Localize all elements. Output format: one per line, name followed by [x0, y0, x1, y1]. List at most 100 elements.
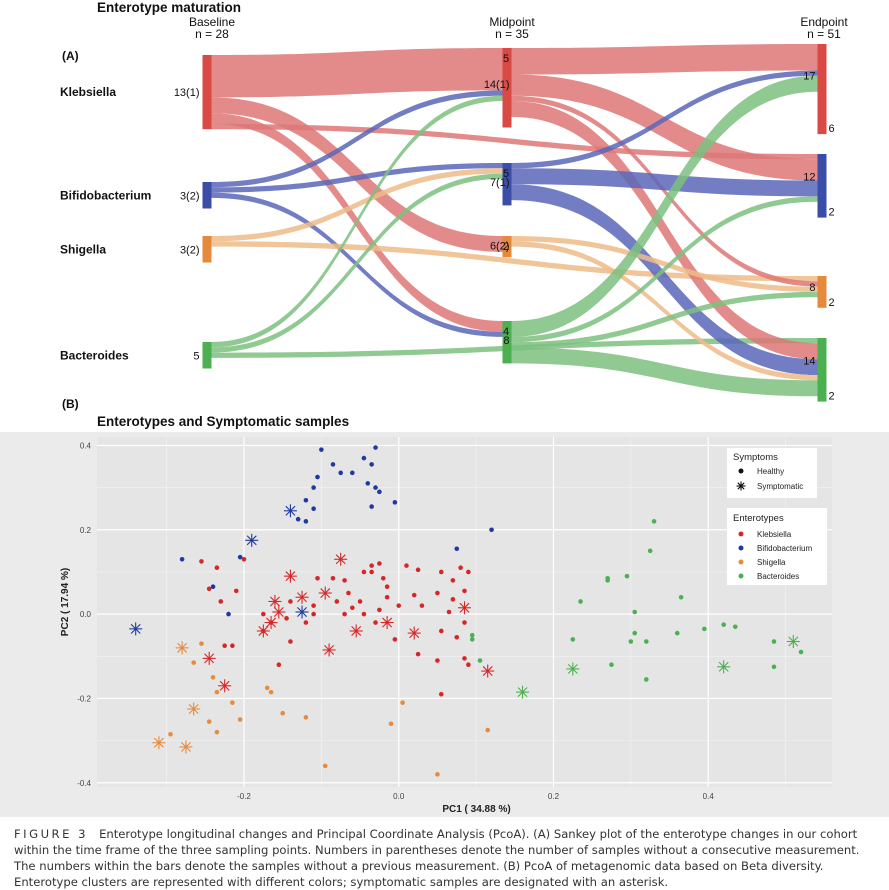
- y-axis-label: PC2 ( 17.94 %): [60, 568, 71, 636]
- point-healthy-bifidobacterium: [377, 489, 382, 495]
- point-healthy-bacteroides: [632, 630, 638, 636]
- node-bacteroides-col1: [502, 321, 512, 364]
- node-bifidobacterium-col1: [502, 163, 512, 206]
- point-healthy-bifidobacterium: [311, 506, 316, 511]
- point-healthy-klebsiella: [222, 643, 227, 649]
- flow-klebsiella-c1-to-bifidobacterium-c2: [511, 74, 818, 181]
- column-count-endpoint: n = 51: [807, 27, 841, 41]
- point-healthy-klebsiella: [361, 569, 367, 575]
- point-healthy-bacteroides: [674, 630, 680, 636]
- flow-bifidobacterium-c0-to-bifidobacterium-c1: [211, 163, 503, 193]
- sankey-title: Enterotype maturation: [97, 0, 241, 15]
- point-healthy-klebsiella: [450, 597, 456, 602]
- point-healthy-klebsiella: [357, 599, 363, 604]
- point-healthy-shigella: [168, 731, 173, 737]
- x-tick-label: 0.2: [548, 792, 560, 801]
- category-label-shigella: Shigella: [60, 242, 106, 256]
- point-symptomatic-klebsiella: [322, 643, 336, 657]
- point-symptomatic-bacteroides: [786, 635, 800, 649]
- legend-marker-bifidobacterium: [738, 545, 744, 551]
- point-healthy-shigella: [230, 700, 235, 705]
- point-healthy-klebsiella: [233, 588, 239, 594]
- point-healthy-klebsiella: [419, 603, 425, 608]
- point-healthy-shigella: [214, 689, 220, 695]
- point-healthy-klebsiella: [261, 611, 266, 617]
- flow-klebsiella-c1-to-bacteroides-c2: [511, 101, 818, 360]
- flow-klebsiella-c0-to-bifidobacterium-c2: [211, 123, 818, 160]
- node-label-klebsiella-col0: 13(1): [174, 87, 200, 99]
- flow-bifidobacterium-c1-to-bifidobacterium-c2: [511, 168, 818, 197]
- node-label-klebsiella-col2: 17: [803, 71, 815, 83]
- point-healthy-klebsiella: [458, 565, 463, 571]
- point-healthy-klebsiella: [288, 639, 293, 644]
- flow-shigella-c1-to-bacteroides-c2: [511, 241, 818, 381]
- point-healthy-bacteroides: [651, 519, 657, 524]
- point-healthy-klebsiella: [466, 662, 471, 668]
- point-healthy-bacteroides: [469, 637, 475, 642]
- point-healthy-bifidobacterium: [373, 445, 378, 450]
- point-healthy-bacteroides: [644, 677, 649, 682]
- point-healthy-bacteroides: [644, 639, 649, 644]
- point-healthy-bifidobacterium: [315, 474, 320, 480]
- point-healthy-klebsiella: [311, 603, 316, 608]
- point-healthy-bacteroides: [469, 632, 475, 638]
- scatter-chart: -0.2 0.0 0.2 0.4 -0.4 -0.2 0.0 0.2 0.4 PC1 ( 34.8…: [60, 437, 832, 815]
- point-healthy-klebsiella: [396, 603, 402, 608]
- flow-shigella-c0-to-shigella-c2: [211, 241, 818, 282]
- point-healthy-klebsiella: [450, 578, 456, 583]
- point-healthy-shigella: [322, 763, 328, 769]
- point-symptomatic-klebsiella: [272, 605, 286, 619]
- node-klebsiella-col0: [202, 55, 212, 130]
- point-healthy-klebsiella: [384, 584, 390, 589]
- point-healthy-bacteroides: [798, 649, 804, 655]
- flow-bacteroides-c0-to-bifidobacterium-c1: [211, 173, 503, 353]
- x-tick-label: 0.4: [703, 792, 715, 801]
- point-healthy-klebsiella: [218, 599, 224, 604]
- category-label-bifidobacterium: Bifidobacterium: [60, 188, 151, 202]
- node-label-bifidobacterium-col1: 7(1): [490, 177, 510, 189]
- legend-label-bacteroides: Bacteroides: [757, 572, 799, 581]
- point-healthy-bifidobacterium: [303, 519, 309, 524]
- flow-bifidobacterium-c1-to-klebsiella-c2: [511, 70, 818, 169]
- point-healthy-klebsiella: [303, 620, 309, 625]
- point-healthy-klebsiella: [369, 569, 374, 575]
- point-healthy-klebsiella: [415, 567, 421, 573]
- point-healthy-klebsiella: [415, 651, 421, 657]
- point-healthy-bifidobacterium: [369, 462, 374, 467]
- point-healthy-bacteroides: [609, 662, 614, 668]
- point-healthy-shigella: [206, 719, 212, 724]
- point-healthy-bifidobacterium: [392, 500, 398, 505]
- legend-label-klebsiella: Klebsiella: [757, 530, 792, 539]
- scatter-panel-label: (B): [62, 397, 79, 411]
- node-inner-label-bifidobacterium-col2: 2: [829, 207, 835, 219]
- point-healthy-bifidobacterium: [454, 546, 460, 552]
- point-healthy-bacteroides: [647, 548, 653, 554]
- legend-healthy-label: Healthy: [757, 467, 784, 476]
- legend-enterotypes-box: [727, 508, 827, 585]
- point-symptomatic-klebsiella: [295, 590, 309, 604]
- node-label-klebsiella-col1: 14(1): [484, 79, 510, 91]
- point-healthy-klebsiella: [276, 662, 282, 668]
- point-symptomatic-bacteroides: [717, 660, 731, 674]
- node-klebsiella-col1: [502, 48, 512, 128]
- point-healthy-klebsiella: [241, 556, 247, 562]
- legend-label-bifidobacterium: Bifidobacterium: [757, 544, 812, 553]
- point-healthy-klebsiella: [462, 588, 467, 594]
- point-healthy-klebsiella: [438, 628, 444, 634]
- legend-enterotypes-title: Enterotypes: [733, 513, 784, 524]
- point-healthy-klebsiella: [411, 592, 417, 598]
- node-bacteroides-col2: [817, 338, 827, 402]
- node-label-shigella-col1: 6(2): [490, 241, 510, 253]
- flow-bacteroides-c1-to-klebsiella-c2: [511, 75, 818, 337]
- point-symptomatic-shigella: [175, 641, 189, 655]
- point-healthy-bacteroides: [605, 578, 610, 583]
- point-healthy-bifidobacterium: [226, 611, 231, 617]
- flow-bacteroides-c0-to-klebsiella-c1: [211, 95, 503, 348]
- node-label-bacteroides-col1: 8: [503, 335, 509, 347]
- point-healthy-bifidobacterium: [210, 584, 216, 589]
- column-header-midpoint: Midpoint: [489, 15, 535, 29]
- x-axis-label: PC1 ( 34.88 %): [442, 804, 510, 815]
- point-symptomatic-bacteroides: [566, 662, 580, 676]
- point-healthy-bifidobacterium: [179, 556, 185, 562]
- point-healthy-bacteroides: [632, 609, 638, 615]
